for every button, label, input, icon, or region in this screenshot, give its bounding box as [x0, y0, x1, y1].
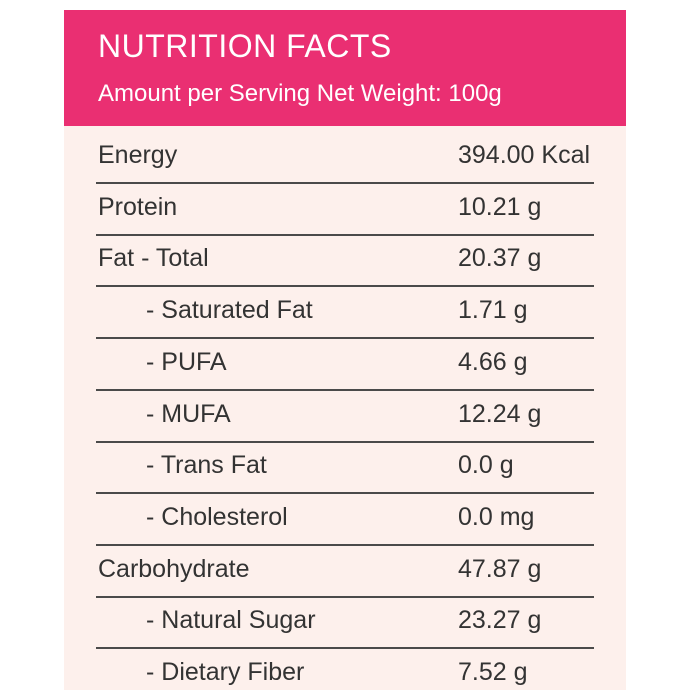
row-label: Fat - Total [98, 244, 209, 273]
row-label: - Trans Fat [146, 451, 267, 480]
row-divider [96, 543, 594, 546]
row-value: 23.27 g [458, 606, 542, 635]
row-divider [96, 233, 594, 236]
row-value: 394.00 Kcal [458, 141, 591, 169]
row-divider [96, 285, 594, 288]
row-label: Energy [98, 141, 178, 169]
row-label: - PUFA [146, 347, 227, 376]
row-divider [96, 492, 594, 495]
row-value: 47.87 g [458, 554, 542, 583]
row-value: 7.52 g [458, 658, 528, 686]
row-value: 10.21 g [458, 192, 542, 221]
row-divider [96, 182, 594, 184]
row-divider [96, 647, 594, 650]
row-value: 20.37 g [458, 244, 542, 273]
row-divider [96, 388, 594, 391]
row-label: - Cholesterol [146, 502, 288, 531]
row-label: - MUFA [146, 399, 231, 428]
row-label: Carbohydrate [98, 554, 250, 583]
row-label: - Dietary Fiber [146, 658, 305, 686]
subtitle: Amount per Serving Net Weight: 100g [98, 80, 502, 107]
title: NUTRITION FACTS [98, 28, 392, 64]
row-label: - Natural Sugar [146, 606, 316, 635]
row-value: 4.66 g [458, 347, 528, 376]
row-value: 12.24 g [458, 399, 542, 428]
row-divider [96, 440, 594, 443]
header: NUTRITION FACTS Amount per Serving Net W… [64, 10, 626, 126]
row-value: 0.0 g [458, 451, 514, 480]
nutrition-panel: NUTRITION FACTS Amount per Serving Net W… [64, 10, 626, 690]
row-label: - Saturated Fat [146, 296, 313, 325]
row-divider [96, 337, 594, 340]
row-divider [96, 595, 594, 598]
row-value: 0.0 mg [458, 502, 535, 531]
row-label: Protein [98, 192, 178, 221]
row-value: 1.71 g [458, 296, 528, 325]
